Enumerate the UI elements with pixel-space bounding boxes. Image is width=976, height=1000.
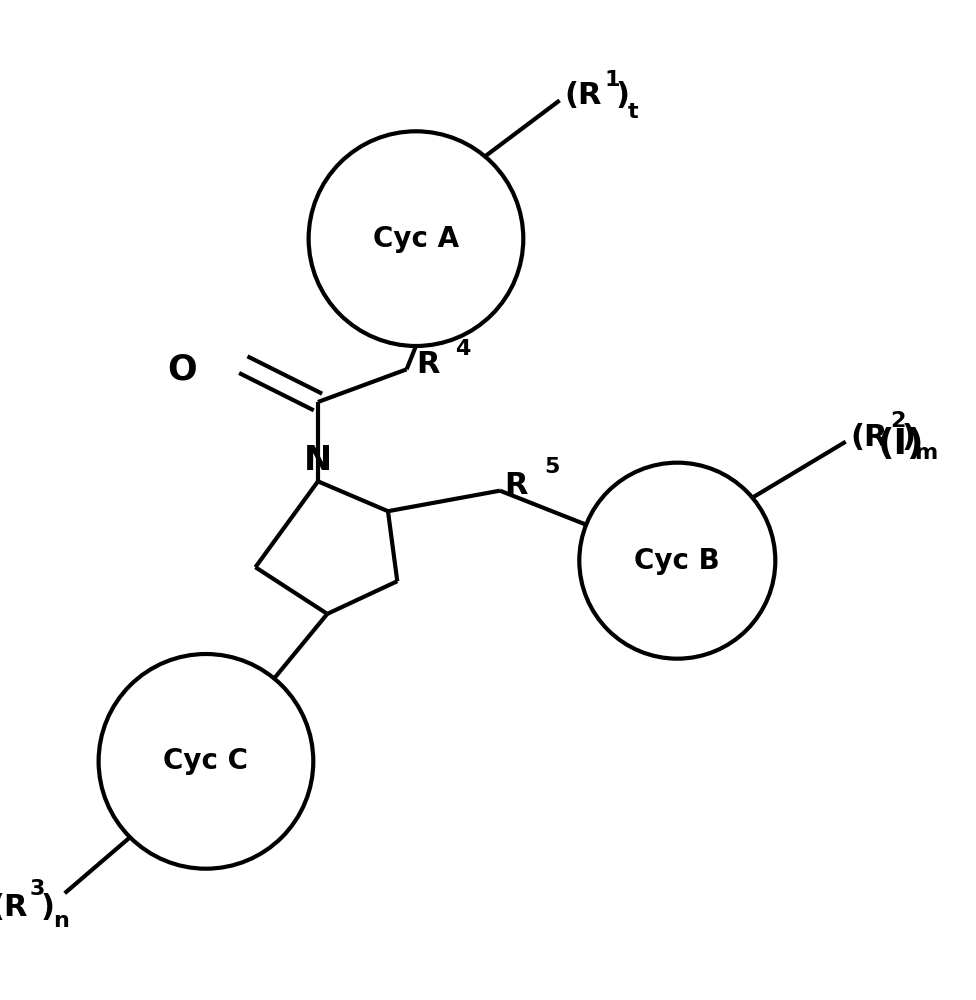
- Text: (R: (R: [0, 893, 27, 922]
- Text: O: O: [167, 352, 196, 386]
- Text: 2: 2: [890, 411, 906, 431]
- Text: (R: (R: [564, 81, 602, 110]
- Text: (I): (I): [878, 427, 924, 461]
- Text: 1: 1: [604, 70, 620, 90]
- Text: ): ): [902, 423, 915, 452]
- Text: (R: (R: [850, 423, 888, 452]
- Text: n: n: [54, 911, 69, 931]
- Text: 4: 4: [455, 339, 470, 359]
- Text: ): ): [616, 81, 630, 110]
- Text: Cyc A: Cyc A: [373, 225, 459, 253]
- Text: R: R: [505, 471, 528, 500]
- Text: t: t: [628, 102, 638, 122]
- Text: ): ): [40, 893, 55, 922]
- Text: R: R: [416, 350, 439, 379]
- Text: Cyc B: Cyc B: [634, 547, 720, 575]
- Text: Cyc C: Cyc C: [163, 747, 249, 775]
- Text: N: N: [304, 444, 332, 477]
- Text: 3: 3: [29, 879, 45, 899]
- Text: 5: 5: [544, 457, 559, 477]
- Text: m: m: [914, 443, 937, 463]
